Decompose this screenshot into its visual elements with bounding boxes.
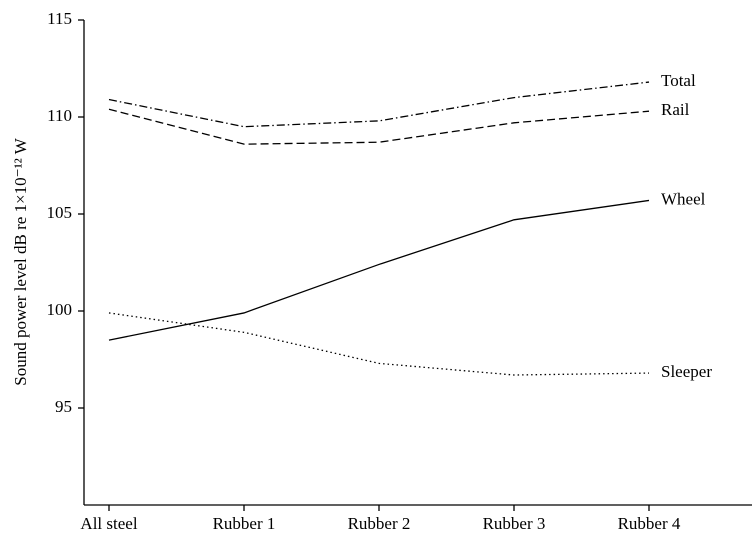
x-tick-label: All steel: [80, 514, 137, 533]
y-tick-label: 115: [47, 9, 72, 28]
x-tick-label: Rubber 4: [618, 514, 681, 533]
y-tick-label: 100: [47, 300, 73, 319]
x-tick-label: Rubber 2: [348, 514, 411, 533]
series-label: Rail: [661, 100, 690, 119]
x-tick-label: Rubber 3: [483, 514, 546, 533]
series-label: Sleeper: [661, 362, 712, 381]
x-tick-label: Rubber 1: [213, 514, 276, 533]
series-label: Total: [661, 71, 696, 90]
series-label: Wheel: [661, 189, 706, 208]
series-line: [108, 81, 650, 128]
series-line: [108, 108, 650, 145]
y-axis-label: Sound power level dB re 1×10⁻¹² W: [11, 137, 30, 385]
series-line: [108, 312, 650, 376]
y-tick-label: 95: [55, 397, 72, 416]
series-line: [108, 199, 650, 341]
y-tick-label: 110: [47, 106, 72, 125]
y-tick-label: 105: [47, 203, 73, 222]
